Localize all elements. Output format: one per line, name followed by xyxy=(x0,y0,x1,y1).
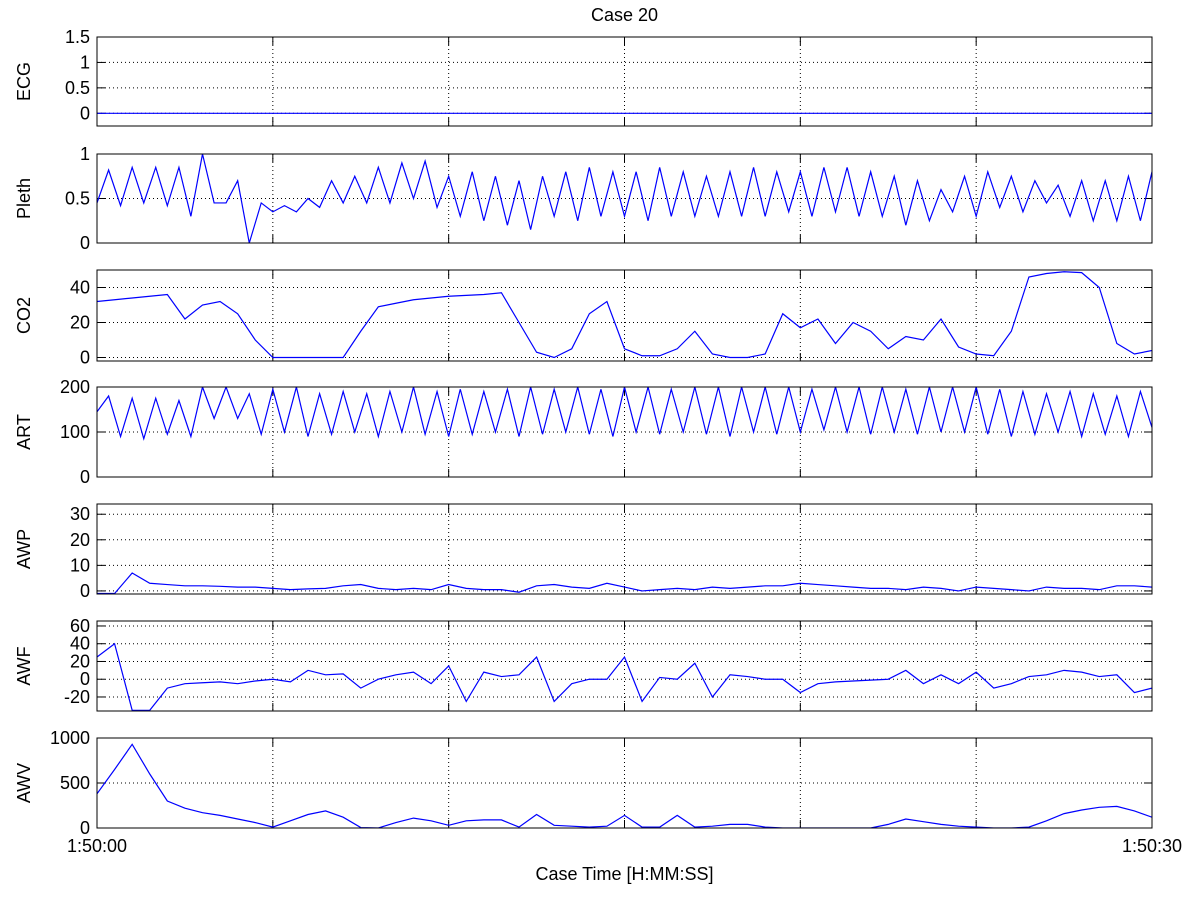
y-tick-label: 0 xyxy=(80,669,90,689)
axes-box xyxy=(96,620,1153,712)
data-line xyxy=(97,271,1152,359)
y-axis-label: AWV xyxy=(14,763,34,803)
y-tick-label: 200 xyxy=(60,377,90,397)
chart-title: Case 20 xyxy=(591,5,658,25)
y-tick-label: 20 xyxy=(70,651,90,671)
data-line xyxy=(97,743,1152,828)
y-tick-label: 0 xyxy=(80,467,90,487)
axes-box xyxy=(96,36,1153,127)
axes-box xyxy=(96,386,1153,478)
y-axis-label: ART xyxy=(14,414,34,450)
axes-box xyxy=(96,153,1153,244)
y-tick-label: 0 xyxy=(80,818,90,838)
x-axis-label: Case Time [H:MM:SS] xyxy=(535,864,713,884)
y-axis-label: AWF xyxy=(14,646,34,685)
axes-box xyxy=(96,269,1153,362)
y-tick-label: 40 xyxy=(70,278,90,298)
y-axis-label: Pleth xyxy=(14,178,34,219)
y-tick-label: 100 xyxy=(60,422,90,442)
y-tick-label: 0 xyxy=(80,581,90,601)
y-tick-label: 0 xyxy=(80,233,90,253)
y-axis-label: ECG xyxy=(14,62,34,101)
y-axis-label: AWP xyxy=(14,529,34,569)
axes-box xyxy=(96,737,1153,829)
y-tick-label: 1.5 xyxy=(65,27,90,47)
y-tick-label: 30 xyxy=(70,504,90,524)
y-tick-label: 0.5 xyxy=(65,78,90,98)
y-tick-label: 10 xyxy=(70,555,90,575)
x-tick-label: 1:50:00 xyxy=(67,836,127,856)
data-line xyxy=(97,154,1152,243)
y-tick-label: 20 xyxy=(70,313,90,333)
y-tick-label: 0.5 xyxy=(65,189,90,209)
data-line xyxy=(97,387,1152,441)
y-tick-label: -20 xyxy=(64,687,90,707)
data-line xyxy=(97,642,1152,711)
y-tick-label: 1 xyxy=(80,52,90,72)
y-axis-label: CO2 xyxy=(14,297,34,334)
y-tick-label: 40 xyxy=(70,634,90,654)
y-tick-label: 500 xyxy=(60,773,90,793)
axes-box xyxy=(96,503,1153,595)
data-line xyxy=(97,572,1152,594)
y-tick-label: 0 xyxy=(80,348,90,368)
y-tick-label: 1 xyxy=(80,144,90,164)
y-tick-label: 0 xyxy=(80,103,90,123)
y-tick-label: 1000 xyxy=(50,728,90,748)
x-tick-label: 1:50:30 xyxy=(1122,836,1182,856)
y-tick-label: 20 xyxy=(70,530,90,550)
y-tick-label: 60 xyxy=(70,616,90,636)
